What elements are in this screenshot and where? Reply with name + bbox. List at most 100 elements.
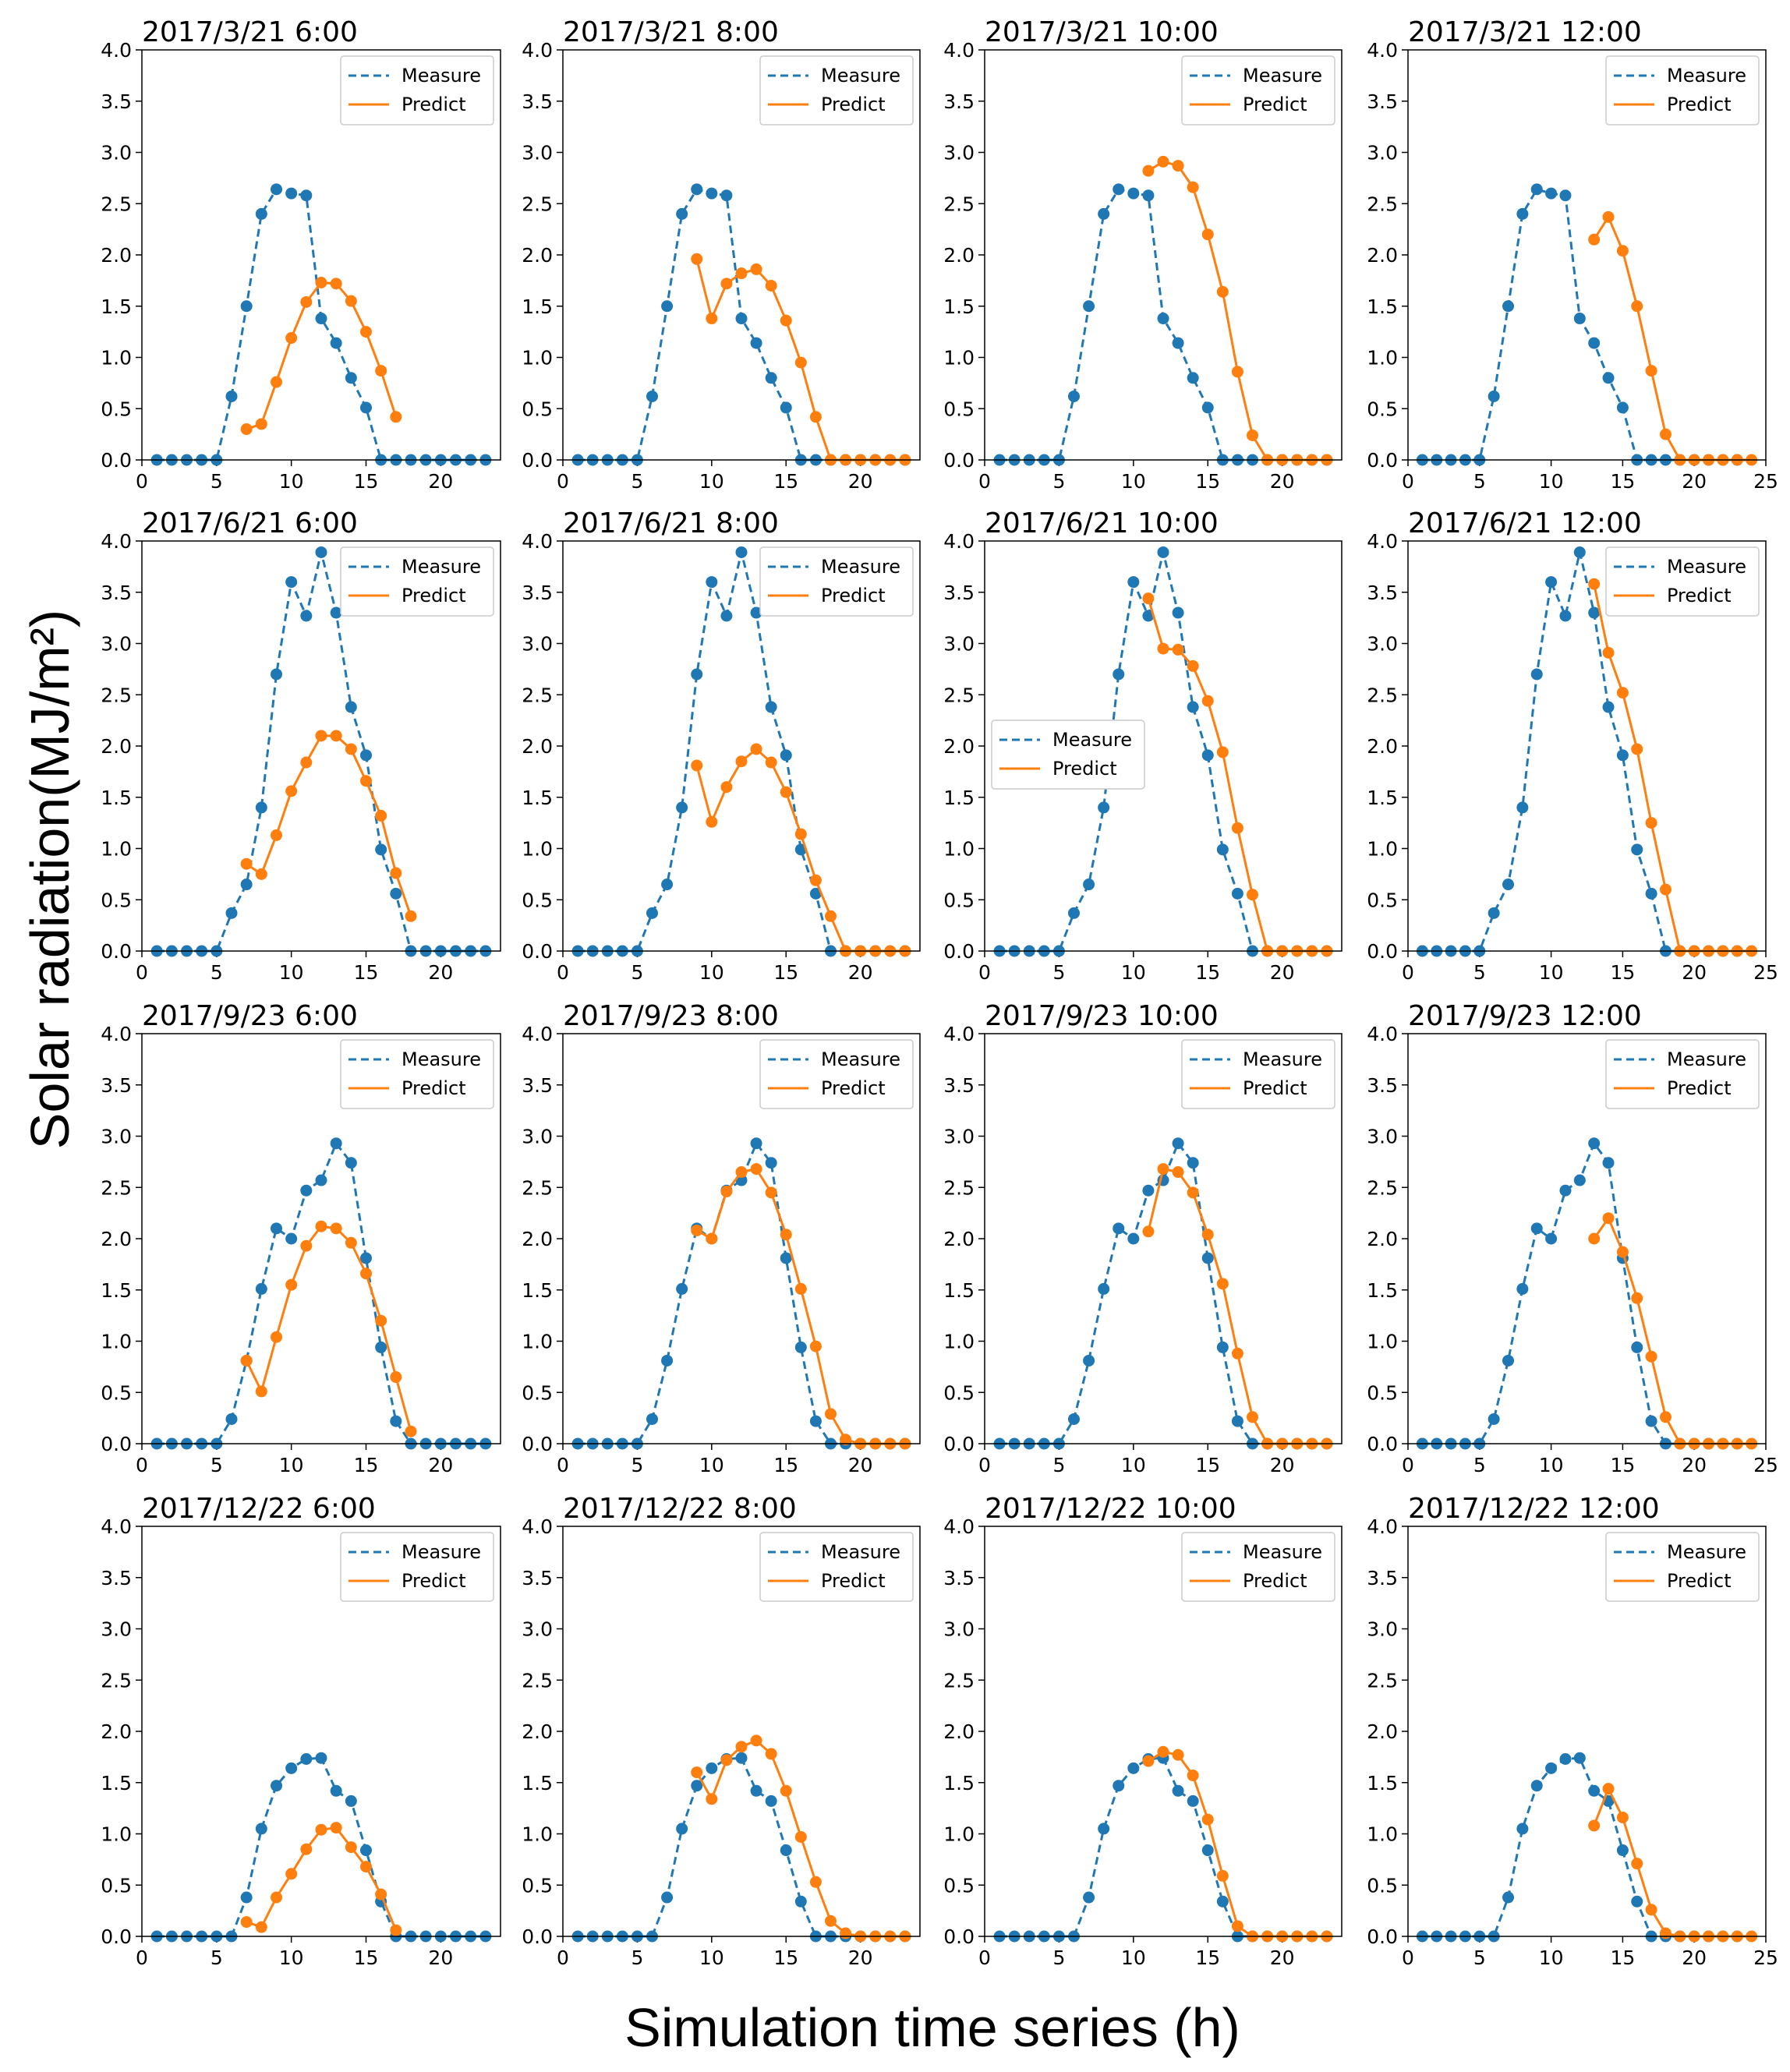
legend: Measure Predict bbox=[1181, 1532, 1335, 1602]
predict-line bbox=[245, 1225, 412, 1432]
y-tick-label: 3.0 bbox=[522, 633, 553, 656]
legend-box bbox=[1181, 1039, 1335, 1109]
predict-point bbox=[375, 1888, 387, 1901]
predict-point bbox=[720, 278, 733, 290]
measure-point bbox=[1645, 1415, 1657, 1427]
predict-point bbox=[780, 1784, 792, 1797]
measure-point bbox=[1157, 546, 1169, 558]
measure-point bbox=[285, 187, 298, 200]
measure-point bbox=[735, 1752, 748, 1764]
y-tick-label: 1.5 bbox=[522, 1772, 553, 1794]
y-tick-label: 0.0 bbox=[101, 940, 132, 963]
legend-measure-label: Measure bbox=[821, 1048, 900, 1070]
measure-point bbox=[360, 1844, 372, 1857]
x-tick-label: 0 bbox=[557, 1946, 569, 1969]
predict-point bbox=[691, 253, 703, 265]
y-tick-label: 3.5 bbox=[101, 90, 132, 113]
predict-point bbox=[1631, 1858, 1643, 1870]
predict-point bbox=[706, 1232, 718, 1245]
measure-point bbox=[1127, 576, 1140, 589]
measure-point bbox=[271, 1222, 282, 1235]
predict-point bbox=[345, 1841, 357, 1854]
x-tick-label: 15 bbox=[773, 961, 798, 984]
y-tick-label: 0.0 bbox=[101, 1925, 132, 1948]
predict-point bbox=[1187, 181, 1199, 193]
x-tick-label: 15 bbox=[1610, 1946, 1635, 1969]
predict-point bbox=[240, 857, 253, 870]
legend: Measure Predict bbox=[1181, 55, 1335, 126]
measure-point bbox=[1098, 207, 1110, 220]
axes-frame bbox=[1407, 1033, 1767, 1444]
measure-point bbox=[1068, 390, 1080, 402]
predict-point bbox=[1216, 1278, 1229, 1290]
y-tick-label: 3.0 bbox=[101, 633, 132, 656]
x-tick-label: 5 bbox=[210, 961, 223, 984]
predict-point bbox=[809, 411, 822, 423]
predict-point bbox=[1588, 1232, 1601, 1245]
x-tick-label: 5 bbox=[631, 1946, 643, 1969]
y-tick-label: 1.0 bbox=[943, 1823, 975, 1846]
x-tick-label: 0 bbox=[1402, 961, 1414, 984]
measure-point bbox=[765, 1794, 777, 1807]
y-tick-label: 2.5 bbox=[943, 1176, 975, 1199]
x-tick-label: 20 bbox=[428, 1946, 453, 1969]
y-tick-label: 2.5 bbox=[1367, 193, 1398, 215]
predict-point bbox=[1201, 1229, 1214, 1241]
x-tick-label: 15 bbox=[1610, 1454, 1635, 1476]
measure-line bbox=[157, 1756, 486, 1938]
x-tick-label: 5 bbox=[1052, 1454, 1065, 1476]
measure-point bbox=[345, 701, 357, 713]
measure-point bbox=[300, 610, 313, 622]
predict-point bbox=[1588, 578, 1601, 590]
y-tick-label: 3.0 bbox=[522, 142, 553, 164]
y-tick-label: 1.0 bbox=[522, 1331, 553, 1353]
predict-point bbox=[1142, 1225, 1155, 1238]
measure-point bbox=[750, 606, 762, 619]
x-tick-label: 10 bbox=[279, 961, 304, 984]
predict-point bbox=[240, 1916, 253, 1929]
predict-point bbox=[691, 1224, 703, 1236]
legend: Measure Predict bbox=[759, 55, 914, 126]
x-tick-label: 10 bbox=[1539, 961, 1564, 984]
y-tick-label: 3.0 bbox=[943, 142, 975, 164]
panel-title: 2017/6/21 8:00 bbox=[563, 507, 779, 539]
measure-point bbox=[780, 1844, 792, 1857]
y-tick-label: 2.5 bbox=[1367, 1669, 1398, 1692]
measure-point bbox=[661, 879, 674, 891]
panel-title: 2017/9/23 6:00 bbox=[142, 1000, 358, 1032]
predict-point bbox=[285, 1278, 298, 1291]
legend: Measure Predict bbox=[991, 720, 1145, 790]
measure-point bbox=[330, 337, 342, 349]
measure-point bbox=[1142, 189, 1155, 202]
x-tick-label: 10 bbox=[1539, 470, 1564, 493]
measure-point bbox=[300, 1753, 313, 1766]
measure-point bbox=[1187, 372, 1199, 384]
panel-title: 2017/9/23 12:00 bbox=[1408, 1000, 1642, 1032]
measure-point bbox=[300, 1184, 313, 1197]
y-tick-label: 1.5 bbox=[943, 295, 975, 318]
legend-box bbox=[340, 1532, 494, 1602]
predict-point bbox=[1247, 1411, 1258, 1423]
measure-point bbox=[646, 907, 658, 919]
legend-predict-label: Predict bbox=[402, 1570, 466, 1592]
measure-point bbox=[1502, 1891, 1515, 1904]
x-tick-label: 15 bbox=[354, 1946, 379, 1969]
measure-line bbox=[578, 188, 905, 461]
measure-point bbox=[735, 313, 748, 325]
measure-line bbox=[157, 188, 486, 461]
predict-point bbox=[1659, 1411, 1671, 1423]
x-tick-label: 25 bbox=[1753, 961, 1778, 984]
predict-point bbox=[240, 1354, 253, 1367]
measure-point bbox=[300, 189, 313, 202]
y-tick-label: 2.5 bbox=[522, 1176, 553, 1199]
measure-point bbox=[765, 701, 777, 713]
measure-point bbox=[676, 207, 688, 220]
predict-point bbox=[375, 809, 387, 822]
predict-point bbox=[1645, 1350, 1657, 1363]
predict-point bbox=[1142, 164, 1155, 177]
measure-point bbox=[676, 1823, 688, 1835]
y-tick-label: 0.0 bbox=[522, 449, 553, 472]
measure-point bbox=[1113, 1222, 1125, 1235]
measure-point bbox=[330, 1137, 342, 1150]
panel-title: 2017/3/21 12:00 bbox=[1408, 16, 1642, 48]
